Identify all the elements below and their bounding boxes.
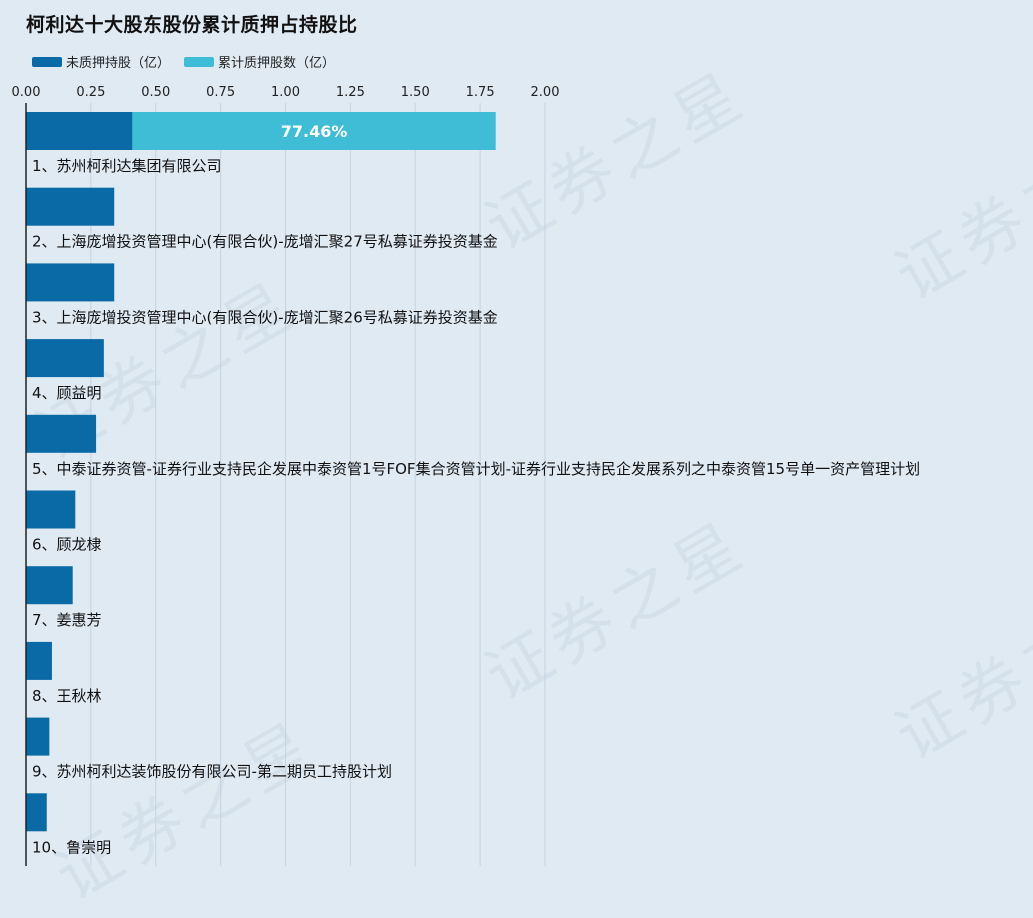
bar-unpledged — [26, 263, 115, 302]
category-label: 4、顾益明 — [32, 384, 102, 402]
category-label: 1、苏州柯利达集团有限公司 — [32, 157, 222, 175]
x-tick-label: 1.25 — [336, 85, 365, 100]
legend-item-pledged[interactable]: 累计质押股数（亿） — [184, 52, 335, 71]
category-label: 2、上海庞增投资管理中心(有限合伙)-庞增汇聚27号私募证券投资基金 — [32, 233, 498, 251]
legend-swatch-unpledged — [32, 56, 62, 67]
chart-title: 柯利达十大股东股份累计质押占持股比 — [26, 14, 358, 36]
x-tick-label: 2.00 — [531, 85, 560, 100]
category-label: 8、王秋林 — [32, 687, 102, 705]
category-label: 5、中泰证券资管-证券行业支持民企发展中泰资管1号FOF集合资管计划-证券行业支… — [32, 460, 920, 478]
bar-unpledged — [26, 566, 73, 605]
bar-unpledged — [26, 793, 47, 832]
bar-pledged — [132, 112, 496, 150]
x-tick-label: 0.50 — [141, 85, 170, 100]
bar-unpledged — [26, 490, 76, 529]
bar-unpledged — [26, 717, 50, 756]
category-label: 10、鲁崇明 — [32, 838, 111, 856]
legend-item-unpledged[interactable]: 未质押持股（亿） — [32, 52, 170, 71]
bar-unpledged — [26, 187, 115, 226]
legend-label-unpledged: 未质押持股（亿） — [66, 56, 171, 71]
legend-label-pledged: 累计质押股数（亿） — [218, 56, 336, 71]
x-tick-label: 1.00 — [271, 85, 300, 100]
bar-unpledged — [26, 339, 104, 378]
data-label: 77.46% — [281, 122, 348, 141]
category-label: 6、顾龙棣 — [32, 536, 102, 554]
x-tick-label: 1.50 — [401, 85, 430, 100]
x-tick-label: 0.25 — [76, 85, 105, 100]
chart-plot: 0.00 0.25 0.50 0.75 1.00 1.25 1.50 1.75 2.00 77.4… — [12, 85, 920, 866]
bar-unpledged — [26, 112, 133, 150]
legend: 未质押持股（亿） 累计质押股数（亿） — [32, 52, 335, 71]
x-tick-label: 1.75 — [466, 85, 495, 100]
bar-unpledged — [26, 641, 52, 680]
category-label: 9、苏州柯利达装饰股份有限公司-第二期员工持股计划 — [32, 763, 392, 781]
category-label: 3、上海庞增投资管理中心(有限合伙)-庞增汇聚26号私募证券投资基金 — [32, 308, 498, 326]
bar-unpledged — [26, 414, 97, 453]
x-tick-label: 0.75 — [206, 85, 235, 100]
legend-swatch-pledged — [184, 56, 215, 67]
x-tick-label: 0.00 — [12, 85, 41, 100]
category-label: 7、姜惠芳 — [32, 611, 102, 629]
